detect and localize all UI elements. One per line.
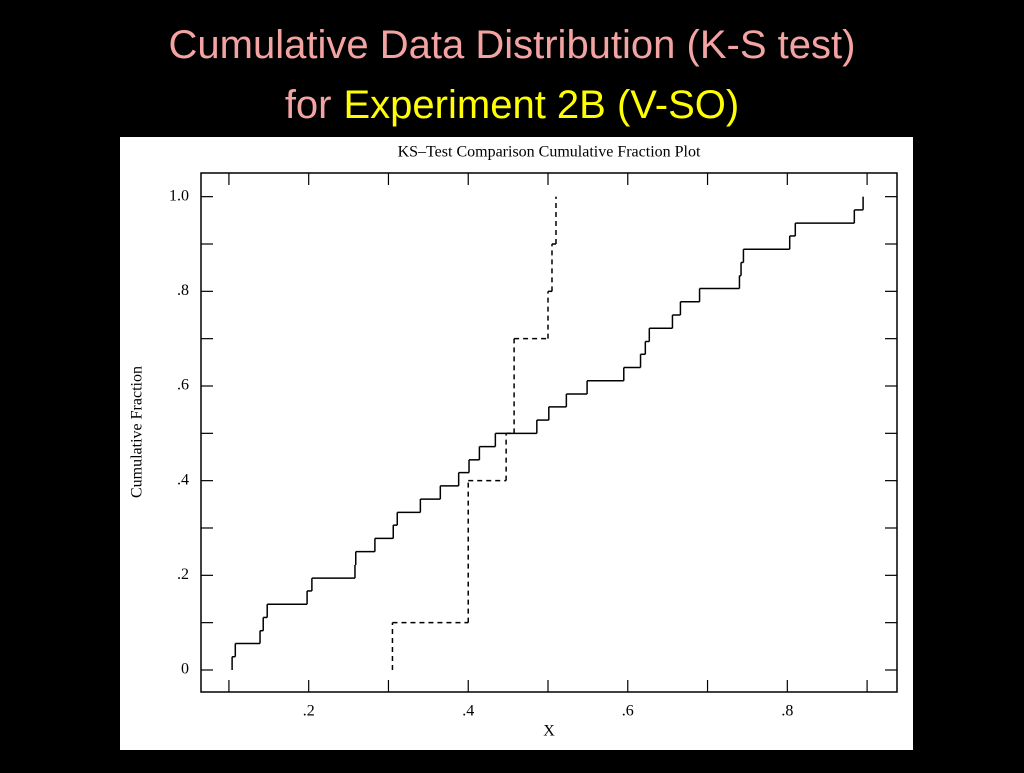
y-axis-label: Cumulative Fraction	[129, 366, 146, 498]
chart-panel	[120, 137, 913, 750]
y-tick-label: .6	[177, 377, 189, 394]
subtitle-highlight: Experiment 2B (V-SO)	[344, 83, 740, 127]
y-tick-label: .8	[177, 282, 189, 299]
slide-title: Cumulative Data Distribution (K-S test)	[169, 23, 856, 67]
x-tick-label: .6	[622, 703, 634, 720]
plot-frame	[200, 172, 898, 693]
x-tick-label: .4	[462, 703, 474, 720]
y-tick-label: .2	[177, 566, 189, 583]
y-tick-label: .4	[177, 471, 189, 488]
slide-subtitle: for Experiment 2B (V-SO)	[285, 83, 739, 127]
x-tick-label: .8	[781, 703, 793, 720]
subtitle-prefix: for	[285, 83, 332, 127]
y-tick-label: 0	[181, 661, 189, 678]
chart: KS–Test Comparison Cumulative Fraction P…	[120, 137, 913, 750]
y-tick-label: 1.0	[169, 187, 189, 204]
x-axis-label: X	[543, 723, 555, 740]
chart-title: KS–Test Comparison Cumulative Fraction P…	[398, 144, 701, 161]
x-tick-label: .2	[303, 703, 315, 720]
